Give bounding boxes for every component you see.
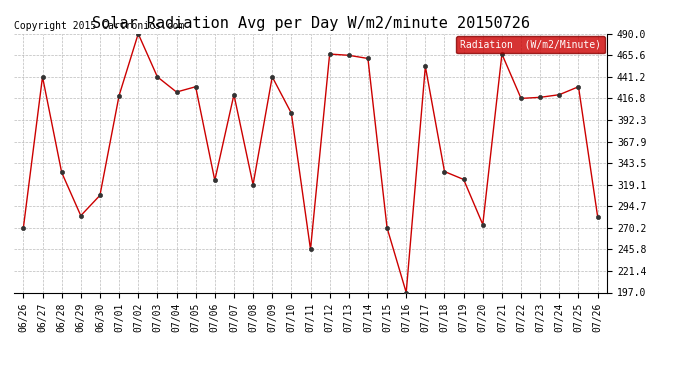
Text: Copyright 2015 Cartronics.com: Copyright 2015 Cartronics.com: [14, 21, 184, 31]
Legend: Radiation  (W/m2/Minute): Radiation (W/m2/Minute): [457, 36, 605, 54]
Title: Solar Radiation Avg per Day W/m2/minute 20150726: Solar Radiation Avg per Day W/m2/minute …: [92, 16, 529, 31]
